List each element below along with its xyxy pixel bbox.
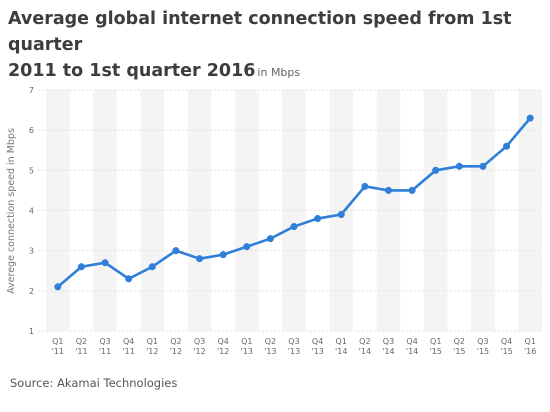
y-tick-label: 4: [29, 207, 34, 216]
x-tick-label-quarter: Q2: [76, 337, 87, 346]
x-tick-label-quarter: Q3: [99, 337, 110, 346]
y-gridlines: [38, 89, 542, 332]
chart-title: Average global internet connection speed…: [8, 6, 548, 86]
y-axis-label: Averege connection speed in Mbps: [6, 128, 17, 294]
data-point: [195, 255, 204, 263]
data-point: [266, 235, 274, 243]
x-tick-label-year: '15: [453, 347, 465, 356]
y-tick-label: 2: [29, 287, 34, 296]
x-tick-label-quarter: Q3: [288, 337, 299, 346]
data-points: [54, 114, 534, 291]
x-tick-label-year: '13: [311, 347, 323, 356]
data-point: [54, 283, 62, 291]
x-tick-label-quarter: Q3: [477, 337, 488, 346]
x-tick-label-quarter: Q4: [217, 337, 228, 346]
x-tick-label-quarter: Q3: [383, 337, 394, 346]
x-tick-label-quarter: Q4: [406, 337, 417, 346]
data-point: [408, 186, 416, 194]
x-tick-label-quarter: Q4: [501, 337, 512, 346]
data-point: [432, 166, 440, 174]
chart-title-line2: 2011 to 1st quarter 2016: [8, 61, 256, 81]
data-point: [290, 223, 298, 231]
x-tick-label-year: '14: [406, 347, 418, 356]
data-point: [101, 259, 109, 267]
x-tick-label-year: '14: [335, 347, 347, 356]
x-tick-label-year: '13: [264, 347, 276, 356]
plot-band: [46, 90, 70, 331]
x-tick-label-quarter: Q1: [524, 337, 535, 346]
x-tick-label-year: '12: [146, 347, 158, 356]
x-tick-label-year: '11: [75, 347, 87, 356]
x-tick-label-year: '12: [193, 347, 205, 356]
plot-band: [140, 90, 165, 331]
data-point: [384, 186, 393, 194]
data-point: [314, 214, 322, 223]
data-point: [361, 182, 369, 190]
x-tick-label-quarter: Q1: [147, 337, 158, 346]
data-point: [77, 263, 85, 271]
x-tick-label-quarter: Q2: [359, 337, 370, 346]
x-tick-label-quarter: Q1: [430, 337, 441, 346]
data-point: [172, 247, 180, 255]
x-tick-label-year: '16: [524, 347, 536, 356]
x-tick-label-year: '12: [170, 347, 182, 356]
data-point: [526, 114, 534, 122]
x-tick-label-year: '12: [217, 347, 229, 356]
chart-unit: in Mbps: [257, 66, 301, 79]
plot-band: [329, 90, 354, 331]
y-tick-label: 7: [29, 86, 34, 95]
x-tick-label-quarter: Q4: [123, 337, 134, 346]
y-axis-tick-labels: 1 2 3 4 5 6 7: [29, 86, 34, 336]
data-point: [455, 162, 463, 170]
data-point: [337, 210, 345, 219]
plot-band: [376, 90, 401, 331]
x-tick-label-quarter: Q1: [52, 337, 63, 346]
x-tick-label-quarter: Q1: [336, 337, 347, 346]
x-tick-label-year: '15: [430, 347, 442, 356]
data-point: [219, 251, 227, 259]
x-tick-label-year: '11: [52, 347, 64, 356]
x-tick-label-year: '15: [500, 347, 512, 356]
x-tick-label-year: '14: [382, 347, 394, 356]
y-tick-label: 3: [29, 247, 34, 256]
data-point: [125, 275, 133, 283]
y-tick-label: 5: [29, 166, 34, 175]
plot-band: [93, 90, 117, 331]
x-tick-label-quarter: Q3: [194, 337, 205, 346]
data-point: [243, 243, 251, 251]
y-tick-label: 6: [29, 126, 34, 135]
x-tick-label-year: '11: [99, 347, 111, 356]
x-tick-label-quarter: Q4: [312, 337, 323, 346]
x-tick-label-year: '11: [122, 347, 134, 356]
x-axis-tick-labels: Q1'11Q2'11Q3'11Q4'11Q1'12Q2'12Q3'12Q4'12…: [52, 337, 537, 356]
y-tick-label: 1: [29, 327, 34, 336]
data-point: [148, 263, 156, 271]
x-tick-label-year: '14: [359, 347, 371, 356]
x-tick-label-quarter: Q2: [454, 337, 465, 346]
x-tick-label-year: '15: [477, 347, 489, 356]
x-tick-label-quarter: Q1: [241, 337, 252, 346]
data-point: [479, 162, 487, 170]
x-tick-label-quarter: Q2: [170, 337, 181, 346]
data-point: [503, 142, 511, 150]
x-tick-label-year: '13: [241, 347, 253, 356]
chart-title-line1: Average global internet connection speed…: [8, 9, 512, 55]
source-note: Source: Akamai Technologies: [10, 376, 178, 390]
x-tick-label-year: '13: [288, 347, 300, 356]
x-tick-label-quarter: Q2: [265, 337, 276, 346]
